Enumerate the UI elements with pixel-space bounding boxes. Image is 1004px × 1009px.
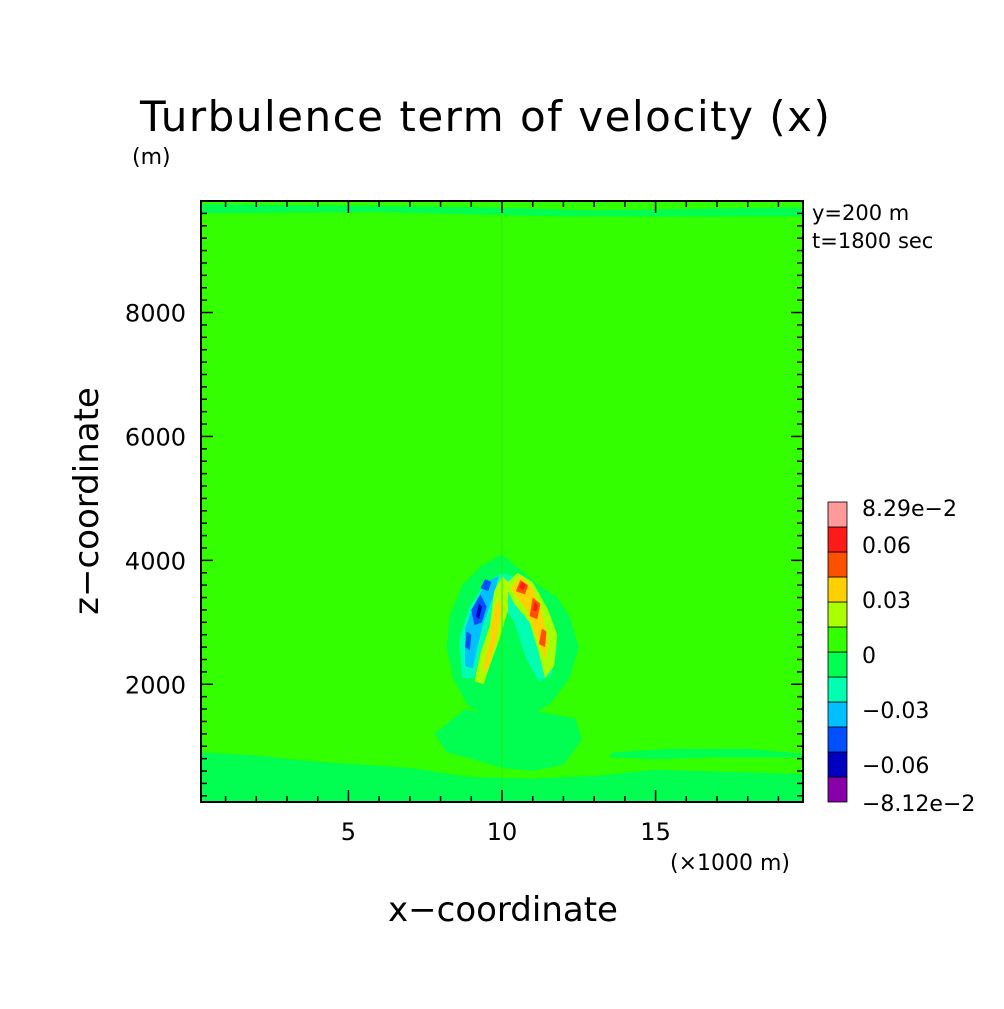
colorbar-swatch [827,526,848,553]
contour-region-15 [511,575,549,660]
contour-region-18 [538,628,547,648]
y-tick-label: 6000 [125,423,186,451]
contour-region-9 [480,578,492,592]
colorbar-swatch [827,776,848,803]
annotation-t: t=1800 sec [812,229,933,253]
colorbar-label: 0.03 [862,589,911,614]
colorbar-swatch [827,601,848,628]
plot-frame [200,200,804,803]
colorbar-label: 0 [862,644,876,669]
axis-ticks: 5 10 15 2000 4000 6000 8000 [125,200,803,846]
colorbar-label: −8.12e−2 [862,792,975,817]
colorbar-swatch [827,751,848,778]
colorbar-swatch [827,551,848,578]
x-unit-label: (×1000 m) [670,851,790,876]
colorbar-swatch [827,676,848,703]
contour-region-7 [465,575,499,669]
y-axis-label: z−coordinate [67,387,107,615]
y-tick-label: 4000 [125,547,186,575]
contour-region-11 [475,603,482,620]
contour-region-3 [609,748,803,760]
colorbar-label: −0.06 [862,754,929,779]
x-tick-label: 15 [640,818,671,846]
colorbar-label: 0.06 [862,534,911,559]
colorbar-swatch [827,576,848,603]
colorbar-swatch [827,501,848,528]
colorbar-label: 8.29e−2 [862,497,957,522]
colorbar-swatch [827,726,848,753]
x-tick-label: 5 [341,818,356,846]
contour-region-14 [482,597,502,672]
y-tick-label: 2000 [125,671,186,699]
x-axis-label: x−coordinate [388,890,618,930]
annotation-y: y=200 m [812,201,909,225]
x-tick-label: 10 [487,818,518,846]
colorbar-label: −0.03 [862,699,929,724]
colorbar-swatch [827,651,848,678]
y-unit-label: (m) [132,145,171,170]
colorbar-swatch [827,701,848,728]
colorbar-swatch [827,626,848,653]
contour-region-5 [434,709,582,771]
contour-region-10 [465,631,472,651]
chart-title: Turbulence term of velocity (x) [139,92,831,141]
contour-region-19 [518,581,526,591]
colorbar: 8.29e−2 0.06 0.03 0 −0.03 −0.06 −8.12e−2 [827,497,975,817]
y-tick-label: 8000 [125,300,186,328]
contour-region-20 [532,601,538,612]
contour-region-2 [201,752,803,802]
contour-fill-area [201,201,803,802]
